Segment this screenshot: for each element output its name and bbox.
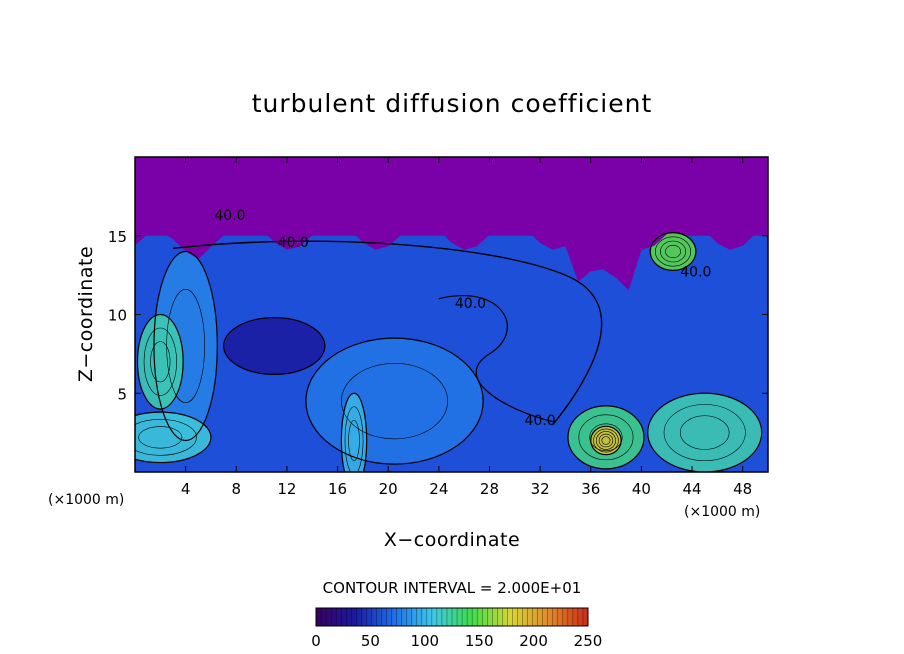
x-tick-label: 36 xyxy=(581,480,600,498)
contour-line xyxy=(649,232,697,272)
colorbar-frame xyxy=(315,607,589,627)
plot-area: 40.0 40.0 40.0 40.0 40.0 xyxy=(134,156,769,473)
x-tick-label: 12 xyxy=(277,480,296,498)
contour-layer: 40.0 40.0 40.0 40.0 40.0 xyxy=(135,208,763,472)
contour-interval-label: CONTOUR INTERVAL = 2.000E+01 xyxy=(323,579,582,597)
colorbar: 0 50 100 150 200 250 xyxy=(311,607,602,650)
contour-line xyxy=(679,415,730,450)
contour-line xyxy=(341,363,449,440)
contour-label: 40.0 xyxy=(278,235,309,251)
contour-line xyxy=(438,295,553,423)
contour-line xyxy=(589,423,623,452)
chart-title: turbulent diffusion coefficient xyxy=(252,89,653,118)
contour-line xyxy=(143,327,177,396)
contour-line xyxy=(660,240,687,263)
field-region xyxy=(341,393,367,472)
contour-label: 40.0 xyxy=(680,265,711,281)
y-axis-label: Z−coordinate xyxy=(75,246,97,382)
x-tick-label: 44 xyxy=(682,480,701,498)
contour-line xyxy=(172,240,603,426)
colorbar-tick-label: 50 xyxy=(361,632,380,650)
field-region xyxy=(223,317,325,375)
y-axis-ticks: 5 10 15 xyxy=(108,228,768,403)
x-axis-ticks: 4 8 12 16 20 24 28 32 36 40 44 48 xyxy=(181,157,752,498)
field-region xyxy=(647,393,762,472)
colorbar-stripes xyxy=(320,608,584,626)
contour-line xyxy=(305,337,484,465)
x-tick-label: 4 xyxy=(181,480,191,498)
contour-line xyxy=(647,392,763,472)
x-tick-label: 28 xyxy=(480,480,499,498)
contour-line xyxy=(223,317,326,375)
upper-layer-edge xyxy=(135,157,768,291)
field-region xyxy=(305,338,484,465)
contour-line xyxy=(593,428,619,453)
colorbar-tick-label: 250 xyxy=(574,632,603,650)
x-left-unit: (×1000 m) xyxy=(48,492,124,508)
x-tick-label: 32 xyxy=(531,480,550,498)
contour-line xyxy=(665,244,681,259)
y-tick-label: 15 xyxy=(108,228,127,246)
contour-line xyxy=(150,341,171,383)
colorbar-tick-label: 150 xyxy=(465,632,494,650)
contour-line xyxy=(655,236,692,267)
contour-line xyxy=(135,411,212,464)
contour-line xyxy=(344,406,364,472)
y-tick-label: 5 xyxy=(117,385,127,403)
contour-label: 40.0 xyxy=(455,296,486,312)
contour-line xyxy=(590,425,622,456)
x-tick-label: 40 xyxy=(632,480,651,498)
y-tick-label: 10 xyxy=(108,307,127,325)
contour-line xyxy=(578,414,634,461)
contour-label: 40.0 xyxy=(525,413,556,429)
contour-line xyxy=(663,404,746,462)
contour-line xyxy=(136,313,184,410)
colorbar-tick-label: 100 xyxy=(410,632,439,650)
field-region xyxy=(590,426,622,455)
x-right-unit: (×1000 m) xyxy=(684,504,760,520)
contour-line xyxy=(348,419,360,462)
contour-line xyxy=(598,433,614,448)
x-tick-label: 16 xyxy=(328,480,347,498)
contour-label: 40.0 xyxy=(214,208,245,224)
contour-line xyxy=(567,405,645,470)
colorbar-tick-label: 0 xyxy=(311,632,321,650)
x-axis-label: X−coordinate xyxy=(384,529,520,551)
x-tick-label: 8 xyxy=(232,480,242,498)
contour-line xyxy=(135,419,197,456)
x-tick-label: 20 xyxy=(379,480,398,498)
field-region xyxy=(135,412,211,463)
contour-line xyxy=(340,392,368,472)
colorbar-ticks: 0 50 100 150 200 250 xyxy=(311,632,602,650)
contour-line xyxy=(595,431,616,450)
x-tick-label: 48 xyxy=(733,480,752,498)
field-region xyxy=(650,232,696,271)
x-tick-label: 24 xyxy=(429,480,448,498)
contour-line xyxy=(601,436,611,445)
contour-line xyxy=(138,426,183,449)
colorbar-tick-label: 200 xyxy=(519,632,548,650)
